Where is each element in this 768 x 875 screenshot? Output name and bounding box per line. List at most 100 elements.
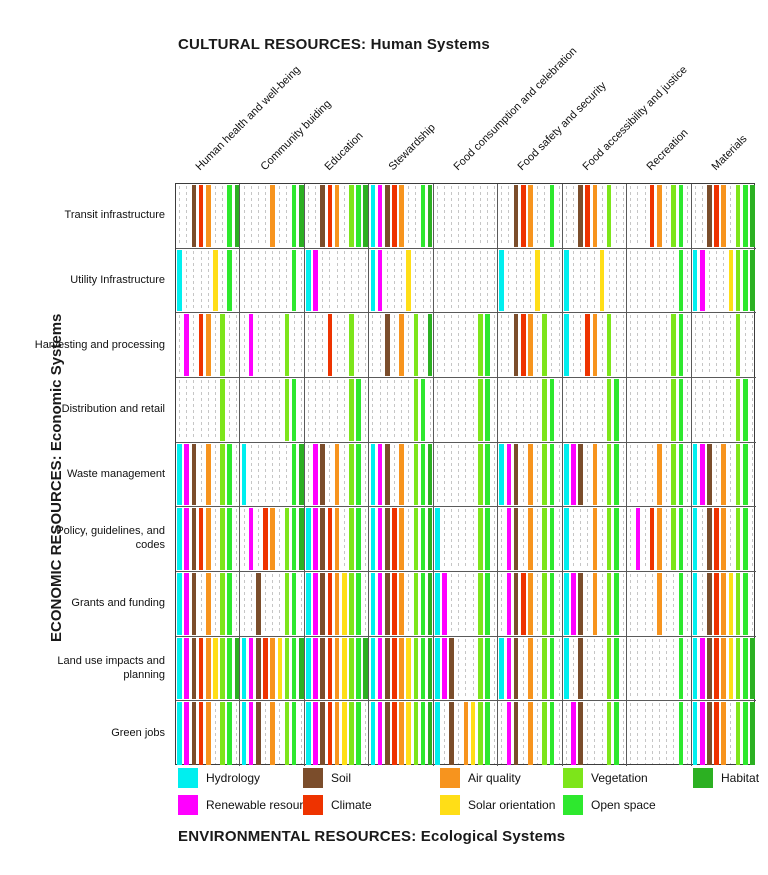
empty-slot-dash bbox=[601, 638, 603, 699]
empty-slot-dash bbox=[637, 703, 639, 764]
empty-slot-dash bbox=[472, 509, 474, 569]
empty-slot-dash bbox=[286, 250, 288, 311]
empty-slot-dash bbox=[572, 509, 574, 569]
empty-slot-dash bbox=[694, 380, 696, 440]
resource-bar-vegetation bbox=[478, 443, 483, 506]
resource-bar-renewable-resources bbox=[442, 573, 447, 635]
resource-bar-vegetation bbox=[606, 443, 612, 506]
matrix-cell bbox=[433, 636, 499, 702]
resource-bar-open-space bbox=[678, 379, 684, 441]
legend-label: Open space bbox=[591, 798, 656, 812]
resource-bar-renewable-resources bbox=[313, 573, 318, 635]
column-label-7: Food accessibility and justice bbox=[580, 63, 690, 173]
empty-slot-dash bbox=[365, 380, 367, 440]
empty-slot-dash bbox=[637, 315, 639, 375]
resource-bar-hydrology bbox=[499, 443, 505, 506]
resource-bar-soil bbox=[320, 443, 326, 506]
resource-bar-air-quality bbox=[270, 508, 275, 570]
matrix-cell bbox=[304, 507, 370, 572]
empty-slot-dash bbox=[272, 315, 274, 375]
resource-bar-hydrology bbox=[563, 637, 569, 700]
resource-bar-soil bbox=[256, 702, 261, 765]
empty-slot-dash bbox=[637, 638, 639, 699]
resource-bar-renewable-resources bbox=[442, 637, 447, 700]
empty-slot-dash bbox=[444, 380, 445, 440]
resource-bar-air-quality bbox=[721, 185, 727, 247]
resource-bar-soil bbox=[384, 314, 390, 376]
empty-slot-dash bbox=[465, 380, 467, 440]
empty-slot-dash bbox=[501, 186, 503, 246]
resource-bar-air-quality bbox=[334, 637, 340, 700]
empty-slot-dash bbox=[343, 380, 345, 440]
resource-bar-vegetation bbox=[735, 702, 741, 765]
matrix-cell bbox=[692, 701, 756, 766]
resource-bar-vegetation bbox=[542, 508, 548, 570]
empty-slot-dash bbox=[243, 380, 245, 440]
resource-bar-open-space bbox=[485, 573, 490, 635]
matrix-cell bbox=[176, 313, 241, 378]
empty-slot-dash bbox=[279, 509, 281, 569]
resource-bar-climate bbox=[198, 185, 204, 247]
resource-bar-hydrology bbox=[177, 637, 182, 700]
row-label-3: Harvesting and processing bbox=[34, 338, 165, 351]
resource-bar-habitat bbox=[427, 185, 433, 247]
resource-bar-open-space bbox=[420, 379, 426, 441]
column-label-8: Recreation bbox=[644, 126, 691, 173]
legend-swatch bbox=[693, 768, 713, 788]
empty-slot-dash bbox=[644, 574, 646, 634]
empty-slot-dash bbox=[501, 315, 503, 375]
resource-bar-vegetation bbox=[478, 702, 483, 765]
empty-slot-dash bbox=[307, 315, 309, 375]
empty-slot-dash bbox=[644, 509, 646, 569]
resource-bar-hydrology bbox=[692, 637, 698, 700]
empty-slot-dash bbox=[601, 574, 603, 634]
resource-bar-habitat bbox=[298, 443, 304, 506]
empty-slot-dash bbox=[279, 444, 281, 505]
matrix-cell bbox=[562, 313, 628, 378]
resource-bar-vegetation bbox=[542, 637, 548, 700]
resource-bar-hydrology bbox=[435, 573, 440, 635]
empty-slot-dash bbox=[615, 315, 617, 375]
resource-bar-hydrology bbox=[370, 573, 376, 635]
matrix-cell bbox=[562, 572, 628, 637]
top-axis-title: CULTURAL RESOURCES: Human Systems bbox=[178, 36, 490, 53]
row-label-5: Waste management bbox=[66, 468, 165, 480]
empty-slot-dash bbox=[458, 703, 460, 764]
resource-bar-vegetation bbox=[349, 702, 354, 765]
resource-bar-vegetation bbox=[413, 573, 419, 635]
empty-slot-dash bbox=[644, 380, 646, 440]
resource-bar-open-space bbox=[549, 637, 555, 700]
matrix-cell bbox=[176, 378, 241, 443]
resource-bar-soil bbox=[191, 508, 197, 570]
empty-slot-dash bbox=[451, 315, 453, 375]
resource-bar-soil bbox=[320, 185, 326, 247]
resource-bar-air-quality bbox=[528, 185, 533, 247]
empty-slot-dash bbox=[658, 380, 660, 440]
resource-bar-air-quality bbox=[270, 637, 275, 700]
empty-slot-dash bbox=[300, 380, 302, 440]
empty-slot-dash bbox=[587, 638, 589, 699]
resource-bar-renewable-resources bbox=[313, 443, 318, 506]
matrix-cell bbox=[369, 572, 434, 637]
resource-bar-soil bbox=[707, 702, 712, 765]
empty-slot-dash bbox=[372, 315, 374, 375]
column-label-9: Materials bbox=[709, 132, 750, 173]
resource-bar-soil bbox=[191, 702, 197, 765]
empty-slot-dash bbox=[601, 186, 603, 246]
resource-bar-hydrology bbox=[177, 573, 182, 635]
resource-bar-hydrology bbox=[563, 508, 569, 570]
resource-bar-vegetation bbox=[413, 443, 419, 506]
resource-bar-air-quality bbox=[205, 573, 211, 635]
resource-bar-vegetation bbox=[220, 379, 225, 441]
empty-slot-dash bbox=[665, 638, 667, 699]
resource-bar-hydrology bbox=[241, 702, 247, 765]
resource-bar-open-space bbox=[420, 443, 426, 506]
empty-slot-dash bbox=[307, 380, 309, 440]
resource-bar-climate bbox=[585, 314, 590, 376]
row-label-4: Distribution and retail bbox=[61, 403, 165, 416]
resource-bar-air-quality bbox=[399, 508, 404, 570]
empty-slot-dash bbox=[257, 380, 259, 440]
row-label-8: Land use impacts and planning bbox=[57, 654, 165, 681]
resource-bar-climate bbox=[198, 702, 204, 765]
empty-slot-dash bbox=[494, 315, 496, 375]
